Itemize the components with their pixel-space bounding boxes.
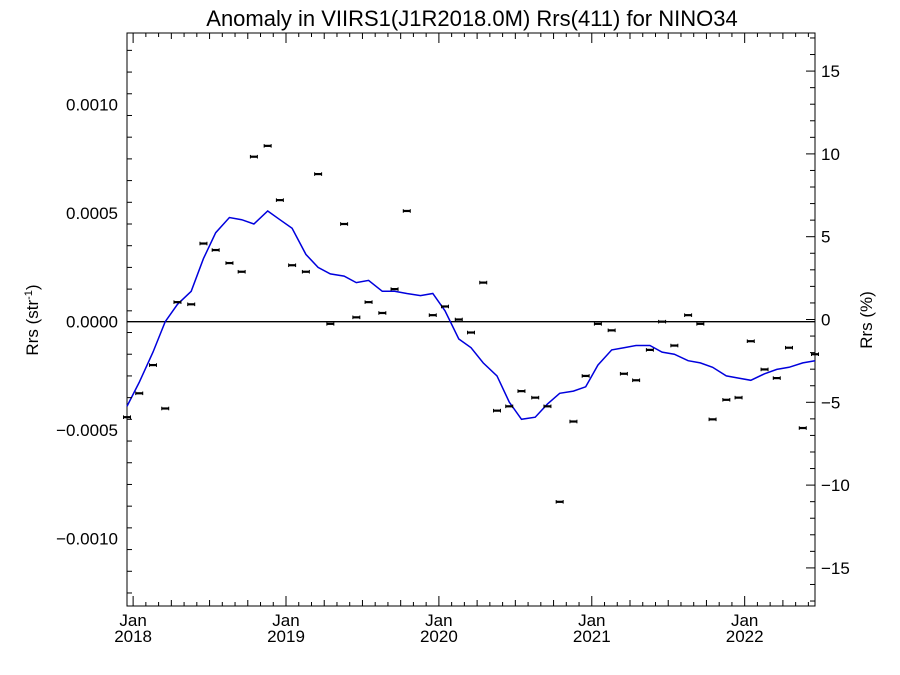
data-point <box>135 391 144 396</box>
data-point <box>505 404 514 409</box>
right-tick-label: 0 <box>821 311 830 330</box>
x-tick-month: Jan <box>731 611 758 630</box>
right-axis: 15 10 5 0 −5 −10 −15 <box>806 37 850 602</box>
data-point <box>569 419 578 424</box>
data-point <box>199 241 208 246</box>
data-point <box>187 302 196 307</box>
data-point <box>225 261 234 265</box>
data-point <box>340 222 349 226</box>
data-point <box>123 415 131 419</box>
data-point <box>555 500 564 504</box>
x-tick-month: Jan <box>425 611 452 630</box>
data-point <box>684 313 693 317</box>
monthly-points <box>123 144 819 504</box>
data-point <box>619 371 628 376</box>
data-point <box>390 287 399 291</box>
right-tick-label: −10 <box>821 476 850 495</box>
data-point <box>772 376 781 380</box>
data-point <box>173 300 182 304</box>
data-point <box>428 313 437 317</box>
data-point <box>467 330 475 335</box>
data-point <box>607 328 616 333</box>
x-tick-month: Jan <box>119 611 146 630</box>
left-axis-label: Rrs (str-1) <box>23 284 42 355</box>
data-point <box>288 263 297 268</box>
x-tick-month: Jan <box>578 611 605 630</box>
data-point <box>543 404 552 409</box>
data-point <box>746 339 755 344</box>
data-point <box>645 348 654 352</box>
plot-area <box>123 32 819 607</box>
plot-frame <box>126 32 816 607</box>
data-point <box>364 300 373 304</box>
data-point <box>798 426 807 430</box>
data-point <box>696 322 705 326</box>
x-tick-year: 2021 <box>573 627 611 646</box>
x-tick-year: 2022 <box>726 627 764 646</box>
data-point <box>785 345 794 350</box>
data-point <box>441 304 450 309</box>
data-point <box>492 408 501 413</box>
data-point <box>263 144 272 148</box>
right-axis-label: Rrs (%) <box>857 291 876 349</box>
data-point <box>378 311 387 315</box>
data-point <box>593 322 602 326</box>
data-point <box>314 172 323 176</box>
right-tick-label: −5 <box>821 393 840 412</box>
data-point <box>211 248 220 252</box>
left-tick-label: −0.0005 <box>56 421 118 440</box>
data-point <box>479 280 488 285</box>
x-tick-year: 2020 <box>420 627 458 646</box>
x-tick-year: 2019 <box>267 627 305 646</box>
data-point <box>708 417 717 422</box>
data-point <box>632 378 641 383</box>
right-tick-label: 15 <box>821 62 840 81</box>
data-point <box>161 406 170 411</box>
data-point <box>237 269 246 274</box>
data-point <box>760 367 769 372</box>
x-tick-year: 2018 <box>114 627 152 646</box>
smoothed-series-line <box>126 210 816 421</box>
data-point <box>249 154 258 159</box>
x-tick-month: Jan <box>272 611 299 630</box>
left-axis: 0.0010 0.0005 0.0000 −0.0005 −0.0010 <box>56 49 132 594</box>
data-point <box>722 398 731 402</box>
left-tick-label: −0.0010 <box>56 530 118 549</box>
data-point <box>301 269 310 274</box>
data-point <box>148 363 157 367</box>
data-point <box>734 395 743 400</box>
data-point <box>326 322 335 326</box>
left-tick-label: 0.0010 <box>66 96 118 115</box>
right-tick-label: 5 <box>821 228 830 247</box>
data-point <box>402 209 411 213</box>
data-point <box>531 395 540 400</box>
data-point <box>454 317 463 322</box>
right-tick-label: −15 <box>821 559 850 578</box>
chart-title: Anomaly in VIIRS1(J1R2018.0M) Rrs(411) f… <box>206 6 737 31</box>
data-point <box>275 198 284 202</box>
data-point <box>517 389 526 393</box>
data-point <box>658 319 667 324</box>
data-point <box>352 315 361 320</box>
data-point <box>581 374 590 378</box>
left-tick-label: 0.0005 <box>66 204 118 223</box>
right-tick-label: 10 <box>821 145 840 164</box>
data-point <box>670 343 679 348</box>
left-tick-label: 0.0000 <box>66 313 118 332</box>
